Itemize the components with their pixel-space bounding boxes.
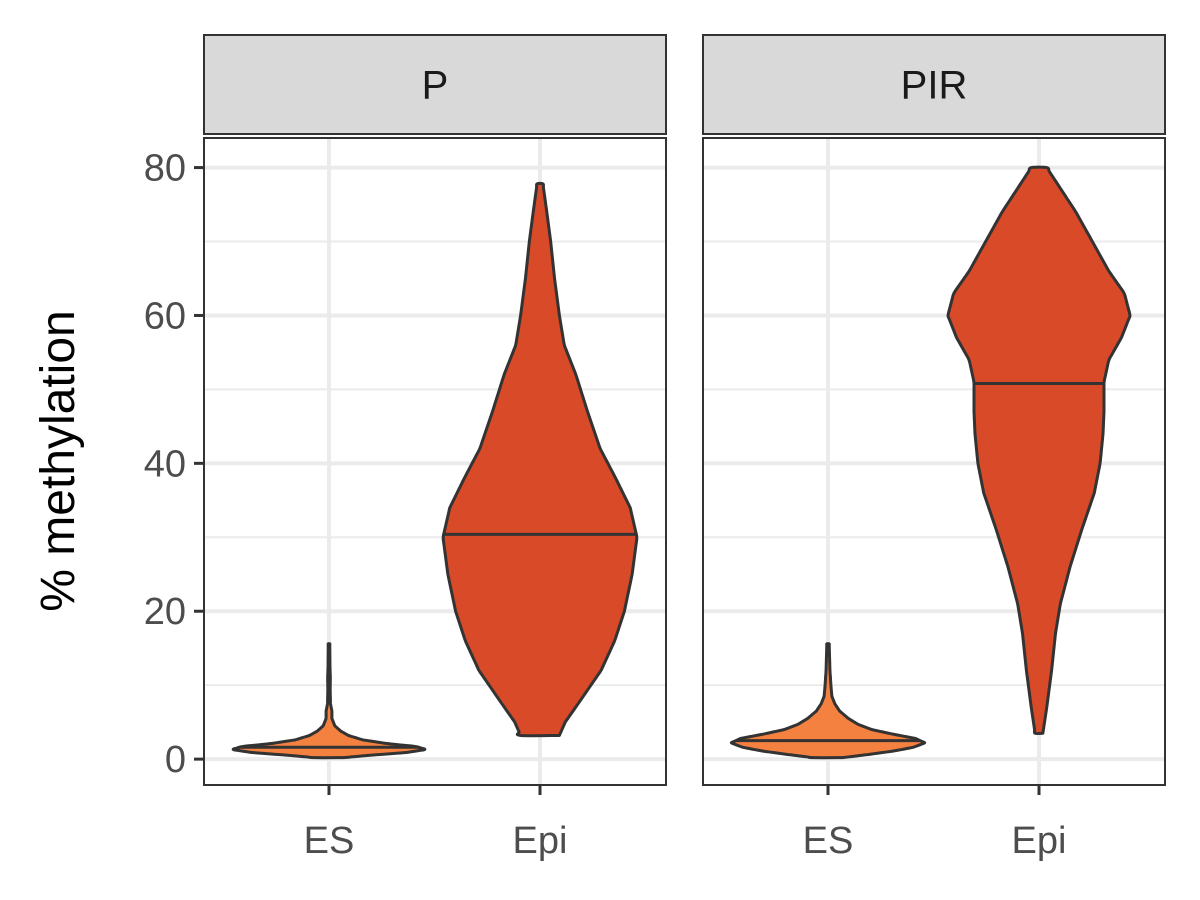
facet-strip-label: PIR — [901, 64, 968, 108]
facet-strip — [702, 34, 1166, 135]
facet-panel-pir: PIR ES Epi — [702, 34, 1166, 862]
y-tick-label: 60 — [144, 295, 186, 337]
violin-es — [729, 642, 927, 760]
violin-es — [231, 642, 427, 760]
violin-epi — [441, 181, 639, 738]
violin-epi — [946, 165, 1132, 735]
x-tick-label: ES — [304, 820, 355, 862]
panel-border — [702, 137, 1166, 786]
x-tick-label: ES — [803, 820, 854, 862]
x-tick-label: Epi — [513, 820, 568, 862]
facet-panel-p: P 0 20 40 60 80 ES Epi — [144, 34, 667, 862]
panel-border — [203, 137, 667, 786]
facet-strip — [203, 34, 667, 135]
y-tick-label: 40 — [144, 443, 186, 485]
y-axis-title: % methylation — [32, 310, 85, 611]
x-tick-label: Epi — [1012, 820, 1067, 862]
y-tick-label: 80 — [144, 148, 186, 190]
facet-strip-label: P — [422, 64, 449, 108]
y-tick-label: 20 — [144, 591, 186, 633]
facet-panels: P 0 20 40 60 80 ES Epi PIR ES Epi — [144, 34, 1166, 862]
y-tick-label: 0 — [165, 739, 186, 781]
